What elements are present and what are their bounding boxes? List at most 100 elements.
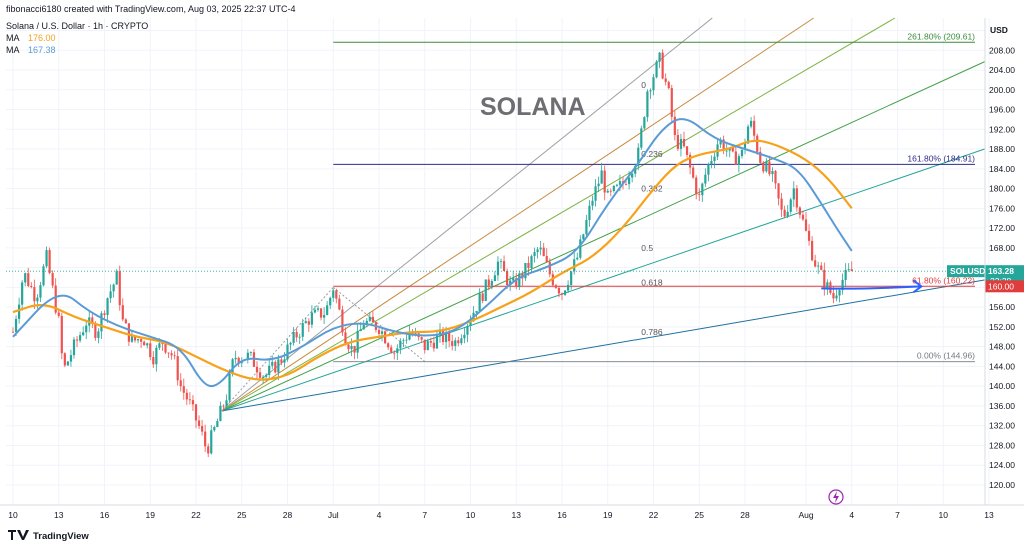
price-axis[interactable]: 120.00 124.00 128.00 132.00 136.00 140.00 144.… <box>989 45 1015 490</box>
candle-body <box>689 154 692 168</box>
fan-line <box>221 17 896 412</box>
ma2-value: 167.38 <box>28 45 56 55</box>
candle-body <box>438 329 442 336</box>
fib-retracement-label: 0.5 <box>641 243 653 253</box>
candle-body <box>356 331 359 353</box>
candle-body <box>14 318 18 332</box>
candle-body <box>713 156 716 161</box>
candle-body <box>57 312 60 316</box>
ma1-label[interactable]: MA <box>6 33 20 43</box>
candle-body <box>496 261 500 276</box>
candle-body <box>567 284 570 291</box>
candle-body <box>298 336 301 338</box>
candle-body <box>219 405 222 422</box>
candle-body <box>594 186 597 201</box>
candle-body <box>591 200 594 206</box>
price-tick-label: 176.00 <box>989 203 1015 213</box>
candle-body <box>487 279 490 286</box>
candle-body <box>801 214 805 220</box>
candle-body <box>789 199 792 212</box>
symbol-badge <box>947 265 985 278</box>
candle-body <box>704 174 707 184</box>
candle-body <box>344 332 347 345</box>
price-tick-label: 144.00 <box>989 361 1015 371</box>
candle-body <box>347 344 350 350</box>
candle-body <box>411 332 414 335</box>
ma-fast-line <box>12 118 853 388</box>
candle-body <box>560 293 564 295</box>
candle-body <box>695 177 698 195</box>
candle-body <box>429 341 432 343</box>
candle-body <box>673 116 676 136</box>
candle-body <box>24 273 27 283</box>
candle-body <box>771 170 774 175</box>
fib-extension-label: 161.80% (184.91) <box>907 153 975 163</box>
moving-averages <box>12 118 853 388</box>
candle-body <box>85 325 88 333</box>
time-axis[interactable]: 10 13 16 19 22 25 28 Jul 4 7 10 13 16 19 22 25 28 Aug 4 7 10… <box>8 510 994 520</box>
currency-label: USD <box>990 25 1008 35</box>
candle-body <box>423 339 426 351</box>
candle-body <box>777 183 780 199</box>
price-tick-label: 140.00 <box>989 381 1015 391</box>
candle-body <box>377 329 381 334</box>
candle-body <box>499 261 503 262</box>
candle-body <box>280 359 283 363</box>
candle-body <box>725 150 728 152</box>
time-tick-label: 16 <box>557 510 567 520</box>
candle-body <box>387 343 390 348</box>
candle-body <box>579 239 582 258</box>
candle-body <box>18 304 21 319</box>
price-tick-label: 132.00 <box>989 421 1015 431</box>
price-tick-label: 152.00 <box>989 322 1015 332</box>
candle-body <box>402 340 405 342</box>
candle-body <box>66 361 69 366</box>
candle-body <box>405 339 408 341</box>
candle-body <box>149 343 152 358</box>
ma2-label[interactable]: MA <box>6 45 20 55</box>
time-tick-label: 16 <box>100 510 110 520</box>
candle-body <box>432 342 435 349</box>
symbol-line[interactable]: Solana / U.S. Dollar · 1h · CRYPTO <box>6 21 148 31</box>
candle-body <box>652 77 655 91</box>
fan-line <box>221 61 986 412</box>
candle-body <box>173 355 176 357</box>
tradingview-logo-text: TradingView <box>33 531 89 542</box>
candle-body <box>152 357 155 365</box>
time-tick-label: 13 <box>512 510 522 520</box>
candle-body <box>396 348 399 353</box>
tradingview-logo[interactable]: TradingView <box>8 530 89 542</box>
candle-body <box>426 341 429 351</box>
time-tick-label: 4 <box>849 510 854 520</box>
candle-body <box>82 332 85 336</box>
price-tick-label: 120.00 <box>989 480 1015 490</box>
tradingview-logo-icon <box>8 530 29 540</box>
candle-body <box>185 392 188 400</box>
price-tick-label: 148.00 <box>989 342 1015 352</box>
fib-retracement-label: 0.236 <box>641 149 663 159</box>
candle-body <box>313 309 317 313</box>
candle-body <box>292 331 295 343</box>
candle-body <box>228 373 231 401</box>
candle-body <box>222 405 225 407</box>
candle-body <box>554 285 557 288</box>
lightning-icon[interactable] <box>828 489 844 505</box>
candle-body <box>323 314 326 318</box>
candle-body <box>365 320 368 325</box>
candle-body <box>191 400 195 405</box>
candle-body <box>69 355 73 362</box>
candle-body <box>762 162 765 172</box>
candle-body <box>384 331 387 344</box>
candle-body <box>530 256 533 269</box>
fib-retracement-label: 0.786 <box>641 327 663 337</box>
candle-body <box>408 332 411 340</box>
candle-body <box>231 359 234 374</box>
candle-body <box>603 170 606 193</box>
price-tick-label: 124.00 <box>989 460 1015 470</box>
candle-body <box>304 321 307 324</box>
candle-body <box>380 331 384 334</box>
candle-body <box>676 135 679 149</box>
candle-body <box>826 282 829 289</box>
fan-line <box>221 279 986 412</box>
